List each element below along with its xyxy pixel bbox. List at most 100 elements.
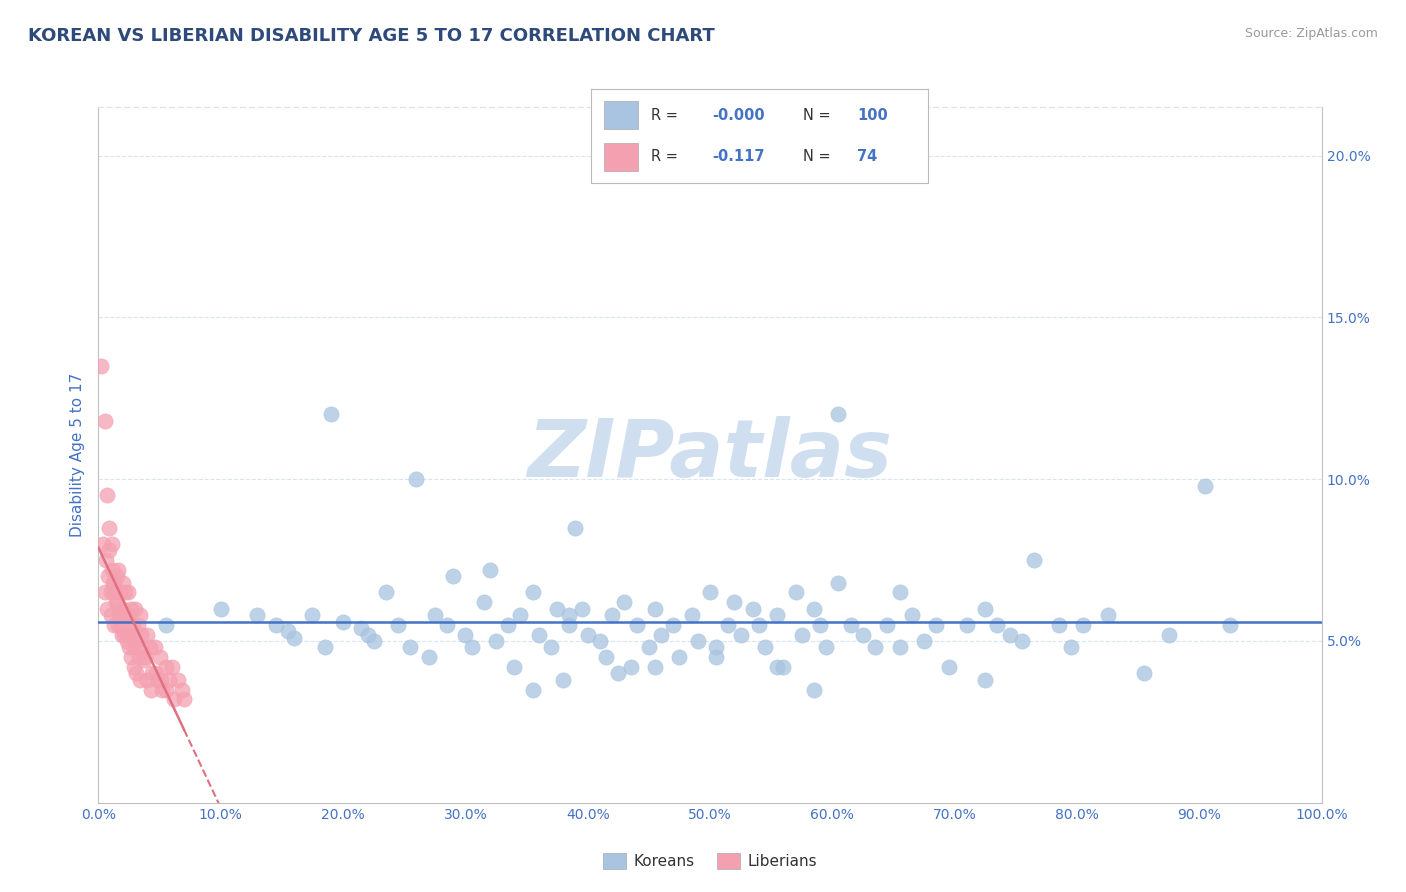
Point: [717, 617, 740, 632]
Text: -0.117: -0.117: [711, 149, 765, 164]
Point: [120, 627, 142, 641]
Text: Source: ZipAtlas.com: Source: ZipAtlas.com: [1244, 27, 1378, 40]
Point: [901, 608, 924, 623]
Point: [626, 617, 648, 632]
Text: KOREAN VS LIBERIAN DISABILITY AGE 5 TO 17 CORRELATION CHART: KOREAN VS LIBERIAN DISABILITY AGE 5 TO 1…: [28, 27, 714, 45]
Point: [1060, 640, 1083, 655]
Point: [356, 627, 378, 641]
Point: [114, 585, 136, 599]
Point: [115, 634, 138, 648]
Point: [93, 414, 115, 428]
Point: [589, 634, 612, 648]
Point: [105, 569, 128, 583]
Point: [681, 608, 703, 623]
Point: [564, 521, 586, 535]
Point: [1024, 553, 1046, 567]
Point: [101, 575, 124, 590]
Point: [98, 543, 121, 558]
Point: [129, 608, 152, 623]
Point: [839, 617, 862, 632]
Point: [704, 640, 727, 655]
Point: [112, 627, 135, 641]
Point: [112, 608, 135, 623]
Point: [1194, 478, 1216, 492]
Point: [974, 673, 997, 687]
Point: [127, 617, 149, 632]
Point: [132, 653, 155, 667]
Point: [163, 692, 186, 706]
Point: [117, 585, 139, 599]
Point: [111, 627, 134, 641]
Point: [319, 408, 342, 422]
Text: 74: 74: [858, 149, 877, 164]
Text: -0.000: -0.000: [711, 108, 765, 123]
Point: [170, 682, 193, 697]
Point: [644, 601, 666, 615]
Point: [1097, 608, 1119, 623]
Point: [101, 537, 124, 551]
Point: [546, 601, 568, 615]
Point: [454, 627, 477, 641]
Point: [93, 585, 115, 599]
Point: [938, 660, 960, 674]
Point: [956, 617, 979, 632]
Point: [111, 575, 134, 590]
Point: [558, 608, 581, 623]
Point: [522, 585, 544, 599]
Point: [149, 650, 172, 665]
Point: [441, 569, 464, 583]
Point: [97, 569, 120, 583]
Point: [986, 617, 1008, 632]
Point: [485, 634, 508, 648]
Point: [974, 601, 997, 615]
Point: [301, 608, 323, 623]
Point: [638, 640, 661, 655]
Point: [595, 650, 617, 665]
Point: [925, 617, 948, 632]
Point: [101, 563, 124, 577]
Point: [108, 608, 131, 623]
Point: [1011, 634, 1033, 648]
Point: [139, 682, 162, 697]
FancyBboxPatch shape: [605, 143, 638, 170]
Point: [103, 575, 125, 590]
Point: [100, 608, 122, 623]
Point: [146, 673, 169, 687]
Point: [107, 563, 129, 577]
Point: [167, 673, 190, 687]
Point: [128, 650, 150, 665]
Point: [363, 634, 385, 648]
Point: [399, 640, 422, 655]
Point: [155, 617, 177, 632]
Point: [827, 575, 849, 590]
Point: [103, 585, 125, 599]
Point: [387, 617, 409, 632]
Point: [644, 660, 666, 674]
Point: [139, 640, 162, 655]
Point: [131, 640, 153, 655]
Point: [863, 640, 886, 655]
Point: [785, 585, 807, 599]
Point: [478, 563, 501, 577]
Point: [120, 601, 142, 615]
Point: [699, 585, 721, 599]
Point: [96, 601, 118, 615]
Point: [889, 640, 911, 655]
Point: [129, 673, 152, 687]
Point: [662, 617, 685, 632]
Point: [540, 640, 562, 655]
Point: [136, 673, 159, 687]
Point: [108, 608, 131, 623]
Point: [374, 585, 396, 599]
Point: [576, 627, 599, 641]
Point: [155, 660, 177, 674]
FancyBboxPatch shape: [605, 102, 638, 129]
Point: [98, 521, 121, 535]
Point: [118, 640, 141, 655]
Point: [94, 553, 117, 567]
Point: [111, 601, 134, 615]
Point: [120, 650, 142, 665]
Point: [436, 617, 458, 632]
Point: [600, 608, 623, 623]
Point: [790, 627, 813, 641]
